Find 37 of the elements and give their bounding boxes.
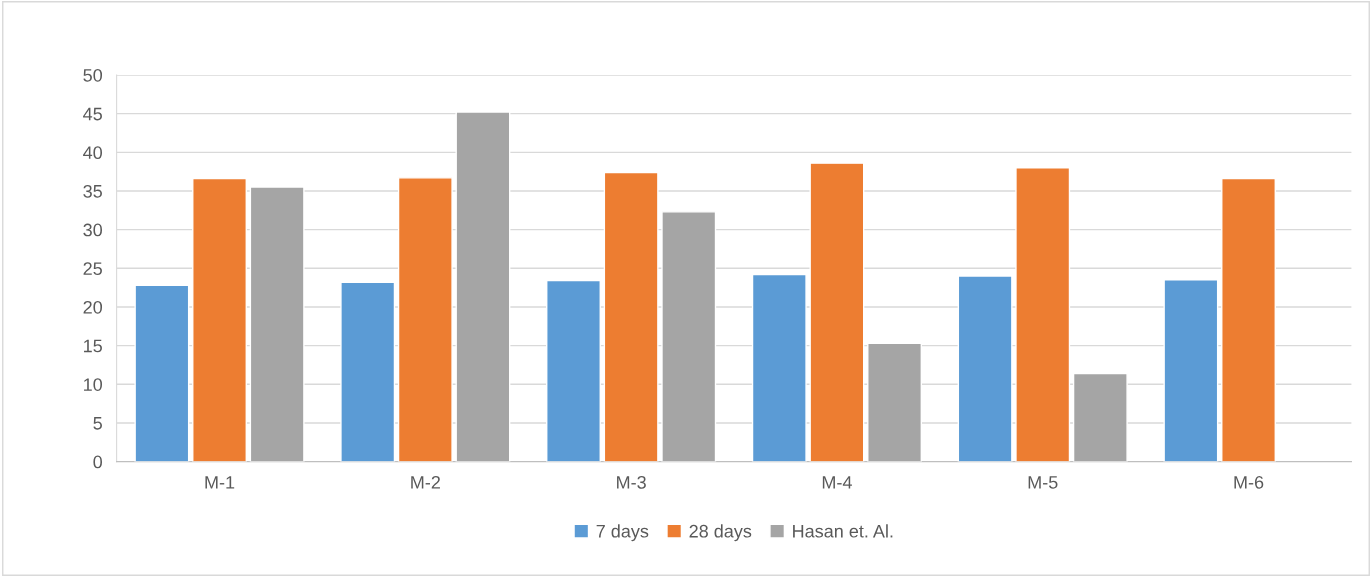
- bar: [546, 279, 601, 462]
- y-tick-label: 35: [83, 184, 102, 198]
- y-tick-label: 30: [83, 223, 103, 237]
- bar: [1221, 177, 1276, 462]
- y-tick-label: 10: [84, 378, 103, 391]
- legend-label: 7 days: [596, 524, 649, 542]
- bar: [340, 281, 396, 462]
- x-tick-label: M-2: [411, 475, 440, 489]
- y-tick-label: 50: [83, 68, 103, 82]
- bar: [134, 284, 190, 462]
- y-tick-label: 20: [83, 300, 103, 314]
- y-tick-label: 15: [84, 339, 102, 353]
- bar: [455, 111, 511, 462]
- y-tick-label: 45: [83, 107, 102, 121]
- bar: [809, 162, 865, 462]
- bar: [249, 186, 305, 462]
- x-tick-label: M-4: [822, 476, 852, 489]
- legend-label: 28 days: [689, 524, 752, 542]
- bar: [751, 273, 807, 462]
- x-tick-label: M-5: [1028, 476, 1058, 489]
- bar: [957, 275, 1013, 462]
- bar: [1072, 372, 1128, 462]
- y-tick-label: 25: [83, 262, 102, 276]
- y-tick-label: 5: [93, 417, 102, 430]
- bar: [603, 171, 659, 462]
- y-tick-label: 40: [83, 146, 103, 160]
- bar: [661, 211, 717, 462]
- x-tick-label: M-1: [205, 476, 235, 489]
- bar: [867, 342, 922, 462]
- y-tick-label: 0: [93, 455, 103, 469]
- bar: [397, 177, 453, 462]
- bar: [1163, 279, 1219, 462]
- legend-label: Hasan et. Al.: [793, 524, 893, 538]
- x-tick-label: M-6: [1234, 475, 1264, 489]
- bar: [1015, 167, 1071, 462]
- x-tick-label: M-3: [617, 475, 646, 489]
- bar: [192, 177, 247, 462]
